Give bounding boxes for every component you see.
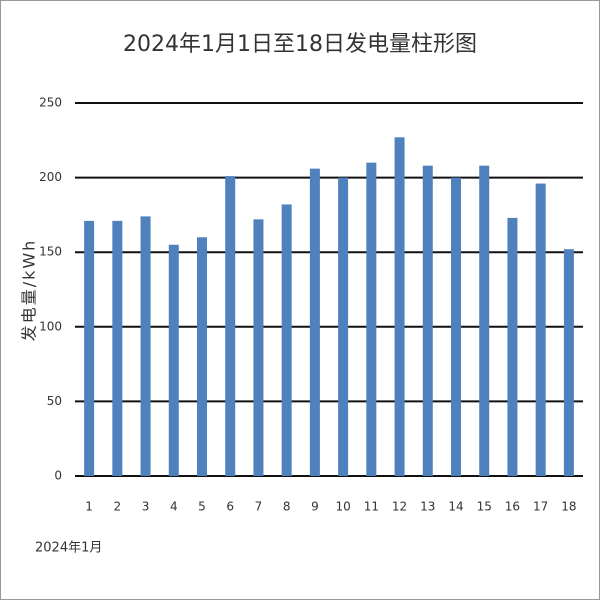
x-tick-label: 7 <box>255 500 263 514</box>
bar <box>451 177 461 476</box>
x-tick-label: 16 <box>505 500 520 514</box>
y-tick-label: 150 <box>39 245 62 259</box>
x-tick-label: 3 <box>142 500 150 514</box>
bar <box>197 237 207 476</box>
x-tick-label: 15 <box>477 500 492 514</box>
bar <box>168 244 179 476</box>
bar <box>112 220 123 476</box>
bar <box>225 176 236 476</box>
bar <box>140 216 151 476</box>
x-tick-label: 10 <box>335 500 350 514</box>
y-tick-label: 50 <box>47 394 62 408</box>
x-tick-label: 2 <box>114 500 122 514</box>
x-tick-label: 8 <box>283 500 291 514</box>
x-tick-label: 4 <box>170 500 178 514</box>
x-tick-label: 11 <box>364 500 379 514</box>
x-tick-label: 5 <box>198 500 206 514</box>
bar <box>394 137 405 477</box>
bar <box>338 177 349 476</box>
y-tick-label: 200 <box>39 170 62 184</box>
bar <box>84 220 95 476</box>
bar <box>507 217 518 476</box>
bar <box>253 219 264 476</box>
y-tick-label: 250 <box>39 96 62 110</box>
x-tick-label: 9 <box>311 500 319 514</box>
bar <box>422 165 433 476</box>
y-axis-label: 发电量/kWh <box>20 239 39 342</box>
x-tick-label: 17 <box>533 500 548 514</box>
bar <box>535 183 546 476</box>
y-tick-label: 100 <box>39 319 62 333</box>
bar <box>366 162 377 476</box>
y-tick-label: 0 <box>54 469 62 483</box>
x-tick-label: 6 <box>226 500 234 514</box>
chart-title: 2024年1月1日至18日发电量柱形图 <box>123 32 477 57</box>
x-tick-label: 1 <box>85 500 93 514</box>
x-tick-label: 18 <box>561 500 576 514</box>
x-tick-label: 13 <box>420 500 435 514</box>
bar <box>479 165 490 476</box>
bar <box>563 249 574 476</box>
bar <box>281 204 292 476</box>
bar <box>309 168 320 476</box>
x-tick-label: 14 <box>448 500 463 514</box>
x-tick-label: 12 <box>392 500 407 514</box>
x-axis-label: 2024年1月 <box>35 541 102 556</box>
